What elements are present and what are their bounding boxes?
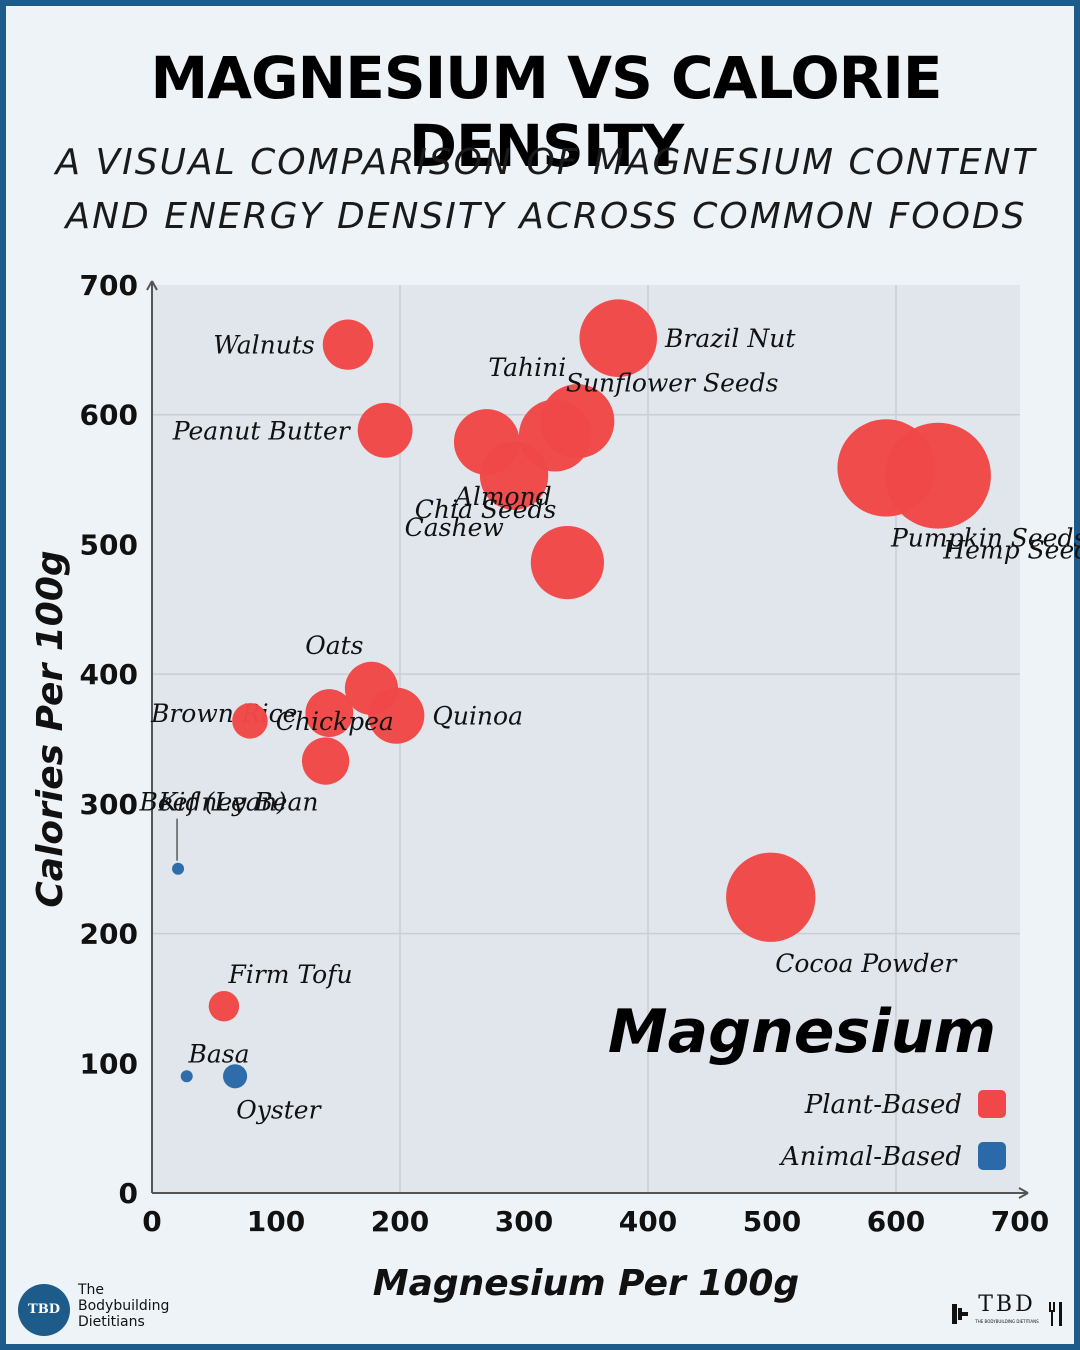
- data-point-label: Chickpea: [276, 707, 394, 736]
- y-axis-title: Calories Per 100g: [30, 550, 71, 907]
- x-tick-label: 200: [371, 1205, 429, 1238]
- data-point-label: Oyster: [236, 1095, 322, 1124]
- data-point: [357, 402, 413, 458]
- data-point: [232, 703, 268, 739]
- data-point-label: Pumpkin Seeds: [890, 524, 1080, 553]
- y-tick-label: 0: [119, 1177, 138, 1210]
- x-tick-label: 500: [743, 1205, 801, 1238]
- x-tick-label: 400: [619, 1205, 677, 1238]
- legend-title: Magnesium: [608, 997, 996, 1067]
- brand-name: The Bodybuilding Dietitians: [78, 1282, 238, 1330]
- legend-swatch: [978, 1090, 1006, 1118]
- y-tick-label: 300: [80, 788, 138, 821]
- brand-badge-icon: TBD: [18, 1284, 70, 1336]
- data-point: [518, 399, 592, 472]
- data-point: [180, 1070, 193, 1083]
- x-tick-label: 300: [495, 1205, 553, 1238]
- y-tick-label: 500: [80, 528, 138, 561]
- data-point-label: Basa: [188, 1039, 250, 1068]
- x-tick-label: 600: [867, 1205, 925, 1238]
- data-point-label: Quinoa: [432, 702, 523, 731]
- data-point: [726, 852, 816, 942]
- data-point: [172, 862, 185, 875]
- brand-mark-text: TBD: [978, 1292, 1036, 1317]
- data-point: [530, 525, 605, 600]
- data-point: [322, 319, 374, 370]
- brand-logo-left: TBD The Bodybuilding Dietitians: [18, 1280, 238, 1336]
- data-point: [579, 299, 658, 377]
- brand-name-line-1: The: [78, 1282, 105, 1298]
- x-axis-title: Magnesium Per 100g: [373, 1263, 799, 1304]
- x-tick-label: 100: [247, 1205, 305, 1238]
- brand-name-line-2: Bodybuilding: [78, 1298, 170, 1314]
- data-point-label: Peanut Butter: [172, 416, 352, 445]
- data-point: [223, 1064, 248, 1089]
- x-axis-arrow: [1018, 1187, 1029, 1199]
- y-tick-label: 400: [80, 658, 138, 691]
- data-point-label: Almond: [453, 482, 552, 511]
- data-point-label: Hemp Seeds: [942, 536, 1080, 565]
- data-point-label: Firm Tofu: [227, 960, 352, 989]
- data-point-label: Chia Seeds: [415, 495, 557, 524]
- data-point-label: Cocoa Powder: [775, 949, 958, 978]
- legend-entry-label: Plant-Based: [804, 1090, 962, 1120]
- dumbbell-icon: [952, 1304, 968, 1324]
- subtitle-line-1: A VISUAL COMPARISON OF MAGNESIUM CONTENT: [55, 142, 1037, 183]
- data-point: [301, 737, 350, 785]
- chart-subtitle: A VISUAL COMPARISON OF MAGNESIUM CONTENT…: [46, 136, 1046, 244]
- legend-entry-label: Animal-Based: [779, 1142, 962, 1172]
- y-tick-label: 100: [80, 1047, 138, 1080]
- y-axis-arrow: [146, 280, 158, 291]
- data-point-label: Beef (Lean): [139, 788, 287, 817]
- x-tick-label: 0: [142, 1205, 161, 1238]
- data-point-label: Tahini: [488, 353, 566, 382]
- y-tick-label: 700: [80, 269, 138, 302]
- x-tick-label: 700: [991, 1205, 1049, 1238]
- y-tick-label: 200: [80, 918, 138, 951]
- data-point: [208, 990, 240, 1022]
- data-point-label: Oats: [305, 631, 363, 660]
- cutlery-icon: [1049, 1302, 1062, 1326]
- data-point-label: Cashew: [405, 513, 504, 542]
- data-point-label: Brazil Nut: [664, 324, 796, 353]
- data-point-label: Walnuts: [213, 331, 315, 360]
- data-point: [837, 419, 935, 517]
- data-point: [368, 687, 425, 744]
- brand-name-line-3: Dietitians: [78, 1314, 145, 1330]
- data-point-label: Brown Rice: [150, 699, 297, 728]
- legend-swatch: [978, 1142, 1006, 1170]
- data-point-label: Sunflower Seeds: [566, 368, 779, 397]
- chart-title: MAGNESIUM VS CALORIE DENSITY: [150, 44, 942, 180]
- subtitle-line-2: AND ENERGY DENSITY ACROSS COMMON FOODS: [65, 196, 1027, 237]
- brand-mark-subtext: THE BODYBUILDING DIETITIANS: [975, 1319, 1039, 1324]
- brand-logo-right: TBD THE BODYBUILDING DIETITIANS: [950, 1292, 1065, 1334]
- y-tick-label: 600: [80, 399, 138, 432]
- data-point-label: Kidney Bean: [158, 788, 319, 817]
- data-point: [305, 689, 354, 737]
- data-point: [453, 409, 520, 475]
